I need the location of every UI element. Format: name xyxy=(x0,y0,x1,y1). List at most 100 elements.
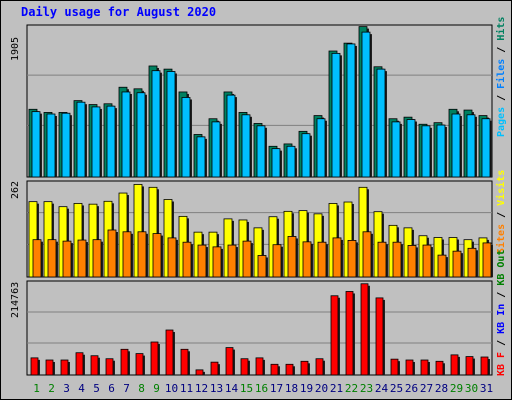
sites-bar xyxy=(287,236,297,278)
day-label: 26 xyxy=(405,382,418,395)
sites-bar xyxy=(347,240,357,278)
day-label: 8 xyxy=(138,382,145,395)
kbf-bar xyxy=(450,354,459,376)
kbf-bar xyxy=(75,352,84,376)
y-max-label: 262 xyxy=(10,181,21,199)
legend-hits: Pages / Files / Hits xyxy=(495,17,507,137)
sites-bar xyxy=(332,237,342,278)
files-bar xyxy=(91,106,101,178)
day-label: 17 xyxy=(270,382,283,395)
files-bar xyxy=(151,70,161,178)
kbf-bar xyxy=(360,283,369,376)
files-bar xyxy=(211,121,221,178)
day-label: 27 xyxy=(420,382,433,395)
files-bar xyxy=(241,114,251,178)
files-bar xyxy=(181,97,191,178)
files-bar xyxy=(226,94,236,178)
y-max-label: 1905 xyxy=(10,37,21,61)
day-label: 11 xyxy=(180,382,193,395)
chart-title: Daily usage for August 2020 xyxy=(21,5,217,19)
files-bar xyxy=(61,112,71,178)
day-label: 19 xyxy=(300,382,313,395)
sites-bar xyxy=(197,244,207,278)
kbf-bar xyxy=(435,360,444,376)
day-label: 1 xyxy=(33,382,40,395)
files-bar xyxy=(271,148,281,178)
files-bar xyxy=(301,133,311,178)
kbf-bar xyxy=(90,355,99,376)
kbf-bar xyxy=(405,359,414,376)
day-label: 21 xyxy=(330,382,343,395)
sites-bar xyxy=(92,239,102,278)
files-bar xyxy=(406,119,416,178)
sites-bar xyxy=(437,254,447,278)
day-label: 25 xyxy=(390,382,403,395)
day-label: 4 xyxy=(78,382,85,395)
files-bar xyxy=(481,118,491,178)
sites-bar xyxy=(227,244,237,278)
sites-bar xyxy=(317,241,327,278)
legend-kb: KB F / KB In / KB Out xyxy=(496,250,507,376)
y-max-label: 214763 xyxy=(10,282,21,318)
kbf-bar xyxy=(195,369,204,376)
day-label: 24 xyxy=(375,382,389,395)
sites-bar xyxy=(62,240,72,278)
sites-bar xyxy=(77,239,87,278)
sites-bar xyxy=(407,245,417,278)
sites-bar xyxy=(137,231,147,278)
files-bar xyxy=(256,125,266,178)
sites-bar xyxy=(107,229,117,278)
files-bar xyxy=(391,121,401,178)
files-bar xyxy=(346,43,356,178)
sites-bar xyxy=(302,241,312,278)
kbf-bar xyxy=(315,358,324,376)
files-bar xyxy=(436,124,446,178)
day-label: 16 xyxy=(255,382,268,395)
kbf-bar xyxy=(45,359,54,376)
kbf-bar xyxy=(120,348,129,376)
sites-bar xyxy=(182,241,192,278)
day-label: 22 xyxy=(345,382,358,395)
kbf-bar xyxy=(420,359,429,376)
sites-bar xyxy=(32,239,42,278)
files-bar xyxy=(166,71,176,178)
files-bar xyxy=(106,105,116,178)
kbf-bar xyxy=(255,357,264,376)
sites-bar xyxy=(452,250,462,278)
files-bar xyxy=(121,91,131,178)
day-label: 2 xyxy=(48,382,55,395)
kbf-bar xyxy=(60,359,69,376)
day-label: 15 xyxy=(240,382,253,395)
kbf-bar xyxy=(465,356,474,376)
day-label: 28 xyxy=(435,382,448,395)
kbf-bar xyxy=(390,358,399,376)
files-bar xyxy=(136,92,146,178)
sites-bar xyxy=(422,244,432,278)
day-label: 10 xyxy=(165,382,178,395)
files-bar xyxy=(76,101,86,178)
kbf-bar xyxy=(330,295,339,376)
kbf-bar xyxy=(240,358,249,376)
day-label: 9 xyxy=(153,382,160,395)
day-label: 29 xyxy=(450,382,463,395)
files-bar xyxy=(316,118,326,178)
kbf-bar xyxy=(285,363,294,376)
sites-bar xyxy=(152,233,162,278)
kbf-bar xyxy=(180,348,189,376)
kbf-bar xyxy=(135,353,144,376)
files-bar xyxy=(451,113,461,178)
day-label: 6 xyxy=(108,382,115,395)
day-label: 3 xyxy=(63,382,70,395)
files-bar xyxy=(46,113,56,178)
files-bar xyxy=(376,68,386,178)
files-bar xyxy=(31,111,41,178)
day-label: 20 xyxy=(315,382,328,395)
day-label: 18 xyxy=(285,382,298,395)
sites-bar xyxy=(167,237,177,278)
sites-bar xyxy=(482,242,492,278)
kbf-bar xyxy=(30,357,39,376)
kbf-bar xyxy=(480,356,489,376)
kbf-bar xyxy=(300,360,309,376)
files-bar xyxy=(196,136,206,178)
sites-bar xyxy=(257,255,267,278)
